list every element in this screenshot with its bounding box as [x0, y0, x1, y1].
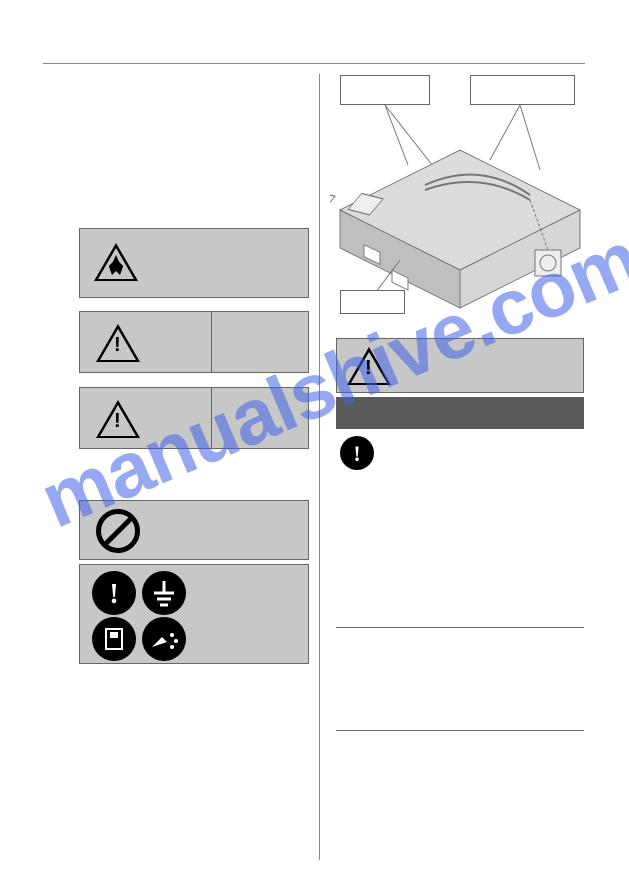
mandatory-bang-icon: ! [340, 436, 374, 475]
page-top-rule [43, 63, 585, 64]
warning-icon [96, 324, 140, 362]
right-warning-box [336, 338, 584, 393]
svg-text:!: ! [109, 579, 118, 610]
mandatory-bang-icon: ! [92, 571, 136, 620]
prohibit-box [79, 500, 309, 560]
warning-icon [347, 347, 391, 385]
svg-text:!: ! [353, 441, 360, 466]
switch-icon [92, 617, 136, 666]
mandatory-icons-box: ! [79, 564, 309, 664]
right-rule-1 [336, 627, 584, 628]
dark-title-bar [336, 397, 584, 429]
prohibit-icon [96, 509, 140, 558]
warning-box-1 [79, 311, 309, 373]
flame-warning-box [79, 228, 309, 298]
diagram-label-bottom-left [340, 290, 405, 314]
ground-icon [142, 571, 186, 620]
warning-icon [96, 400, 140, 438]
column-divider [319, 74, 320, 860]
warning-box-2 [79, 387, 309, 449]
right-rule-2 [336, 730, 584, 731]
spray-icon [142, 617, 186, 666]
warning-box-1-divider [211, 312, 212, 372]
flame-icon [94, 243, 138, 281]
warning-box-2-divider [211, 388, 212, 448]
